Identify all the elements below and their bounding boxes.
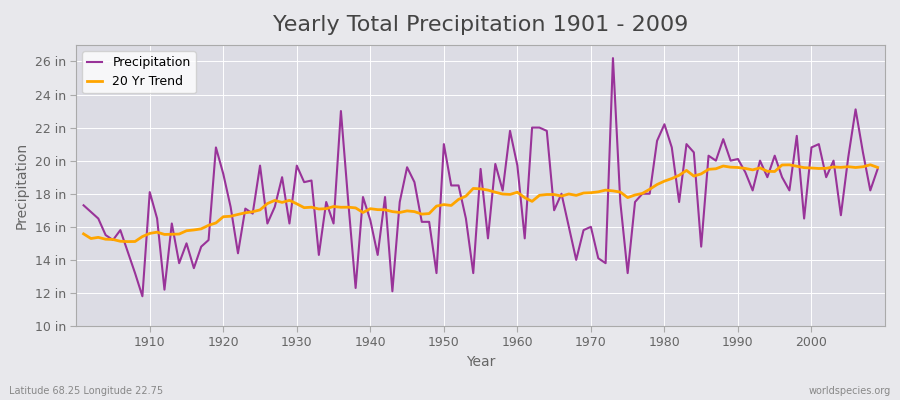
Line: Precipitation: Precipitation [84, 58, 878, 296]
Line: 20 Yr Trend: 20 Yr Trend [84, 165, 878, 242]
Text: worldspecies.org: worldspecies.org [809, 386, 891, 396]
Y-axis label: Precipitation: Precipitation [15, 142, 29, 229]
Precipitation [519, 236, 530, 241]
20 Yr Trend [144, 231, 155, 236]
20 Yr Trend [122, 239, 133, 244]
Precipitation [608, 56, 618, 60]
20 Yr Trend [350, 206, 361, 210]
Legend: Precipitation, 20 Yr Trend: Precipitation, 20 Yr Trend [83, 51, 195, 93]
Precipitation [137, 294, 148, 299]
X-axis label: Year: Year [466, 355, 495, 369]
Precipitation [306, 178, 317, 183]
Text: Latitude 68.25 Longitude 22.75: Latitude 68.25 Longitude 22.75 [9, 386, 163, 396]
20 Yr Trend [872, 165, 883, 170]
Precipitation [872, 166, 883, 171]
20 Yr Trend [608, 188, 618, 193]
20 Yr Trend [306, 205, 317, 210]
Precipitation [350, 286, 361, 290]
20 Yr Trend [78, 232, 89, 236]
Precipitation [78, 203, 89, 208]
Precipitation [512, 163, 523, 168]
Precipitation [615, 200, 626, 204]
Title: Yearly Total Precipitation 1901 - 2009: Yearly Total Precipitation 1901 - 2009 [273, 15, 688, 35]
20 Yr Trend [865, 162, 876, 167]
20 Yr Trend [512, 190, 523, 195]
Precipitation [144, 190, 155, 194]
20 Yr Trend [519, 195, 530, 200]
